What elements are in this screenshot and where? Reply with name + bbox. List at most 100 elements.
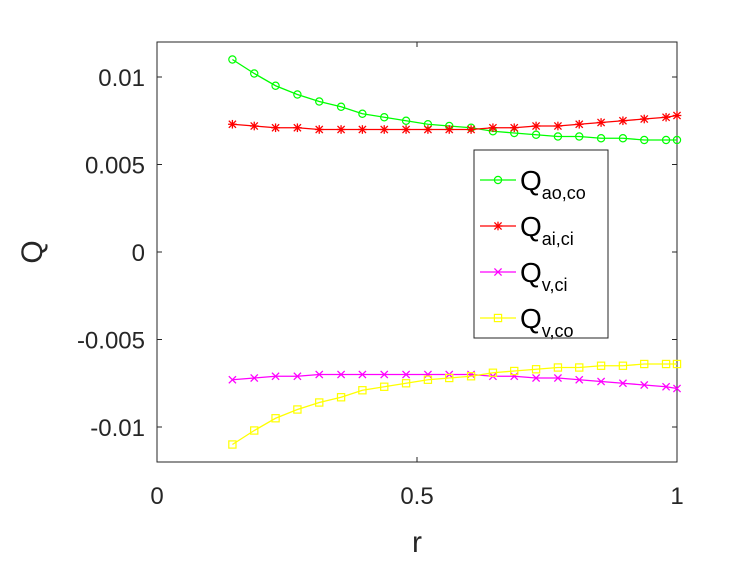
data-point — [672, 111, 682, 120]
data-point — [618, 379, 627, 388]
data-point — [532, 373, 541, 383]
data-point — [379, 125, 389, 134]
data-point — [493, 267, 503, 277]
y-tick-label: 0.01 — [98, 65, 145, 92]
legend-entry: Qv,ci — [480, 257, 567, 295]
legend: Qao,co Qai,ci Qv,ci Qv,co — [473, 149, 609, 341]
data-point — [380, 382, 389, 391]
data-point — [358, 386, 367, 395]
data-point — [618, 134, 628, 143]
data-point — [401, 125, 411, 134]
data-point — [661, 135, 671, 145]
data-point — [493, 221, 503, 231]
data-point — [596, 361, 606, 370]
data-point — [672, 359, 682, 369]
series-layer — [228, 55, 682, 449]
series-line — [232, 58, 677, 141]
data-point — [596, 118, 606, 127]
data-point — [575, 363, 584, 372]
series-ai-ci — [228, 111, 682, 134]
data-point — [445, 373, 454, 383]
data-point — [314, 125, 324, 134]
data-point — [271, 81, 280, 90]
data-point — [661, 112, 671, 122]
data-point — [358, 370, 367, 379]
legend-entry: Qao,co — [480, 165, 586, 203]
y-axis-label: Q — [16, 240, 49, 263]
data-point — [488, 123, 498, 133]
data-point — [553, 373, 562, 383]
data-point — [466, 125, 476, 134]
data-point — [271, 414, 280, 423]
data-point — [402, 370, 411, 379]
data-point — [336, 393, 346, 402]
data-point — [510, 372, 519, 381]
data-point — [423, 375, 433, 384]
data-point — [271, 372, 280, 381]
axis-ticks: 0 0.5 1 -0.01 -0.005 0 0.005 0.01 — [77, 42, 684, 510]
data-point — [639, 114, 649, 124]
data-point — [336, 102, 346, 111]
data-point — [575, 375, 584, 384]
legend-label: Qv,ci — [520, 257, 567, 295]
x-tick-label: 0.5 — [400, 483, 433, 510]
data-point — [493, 313, 503, 323]
data-point — [574, 119, 584, 129]
data-point — [640, 135, 649, 145]
data-point — [531, 130, 541, 139]
data-point — [597, 377, 606, 386]
series-line — [232, 114, 678, 131]
data-point — [423, 125, 433, 134]
data-point — [640, 380, 649, 390]
y-tick-label: -0.005 — [77, 328, 145, 355]
data-point — [380, 370, 389, 379]
data-point — [293, 123, 302, 133]
data-point — [444, 125, 454, 134]
data-point — [672, 135, 682, 145]
legend-label: Qai,ci — [520, 211, 574, 249]
data-point — [531, 365, 541, 374]
data-point — [358, 125, 367, 134]
x-axis-label: r — [412, 526, 422, 559]
data-point — [337, 370, 346, 379]
data-point — [423, 370, 432, 379]
data-point — [271, 123, 280, 133]
data-point — [672, 384, 682, 393]
legend-label: Qv,co — [520, 303, 573, 341]
data-point — [228, 440, 237, 449]
data-point — [358, 109, 367, 118]
data-point — [315, 370, 324, 379]
data-point — [228, 119, 237, 129]
x-tick-label: 1 — [670, 483, 683, 510]
data-point — [250, 69, 259, 78]
data-point — [553, 363, 563, 372]
legend-box — [473, 149, 609, 339]
data-point — [315, 398, 324, 407]
data-point — [228, 55, 237, 64]
series-line — [232, 363, 677, 446]
data-point — [596, 134, 606, 143]
data-point — [336, 125, 346, 134]
data-point — [553, 132, 563, 141]
data-point — [293, 405, 302, 414]
data-point — [315, 97, 324, 106]
y-tick-label: 0 — [132, 240, 145, 267]
data-point — [249, 121, 259, 131]
data-point — [293, 90, 302, 99]
data-point — [661, 359, 671, 369]
data-point — [250, 426, 259, 435]
series-v-co — [228, 359, 682, 449]
series-line — [232, 373, 678, 390]
data-point — [618, 361, 628, 370]
data-point — [575, 132, 584, 141]
data-point — [488, 368, 498, 377]
data-point — [662, 382, 671, 391]
data-point — [640, 359, 649, 369]
data-point — [510, 366, 519, 376]
legend-label: Qao,co — [520, 165, 586, 203]
data-point — [466, 372, 476, 381]
x-tick-label: 0 — [150, 483, 163, 510]
data-point — [401, 116, 411, 125]
y-tick-label: 0.005 — [85, 153, 145, 180]
